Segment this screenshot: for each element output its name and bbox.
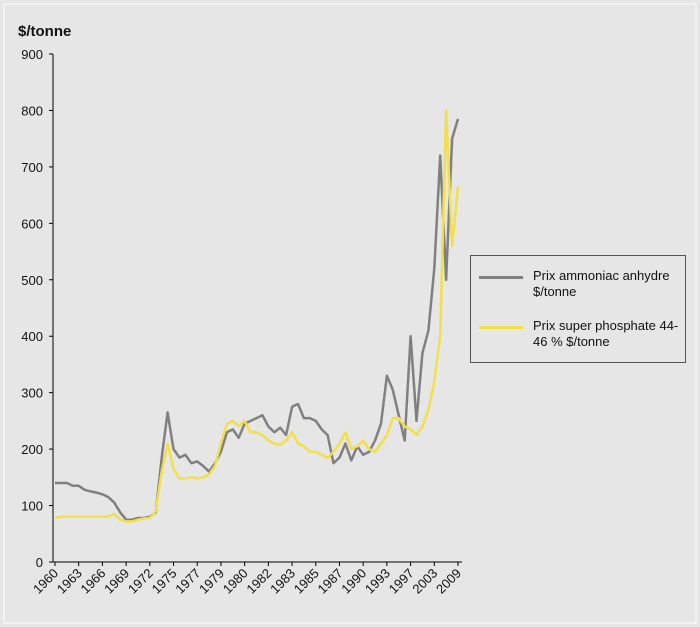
x-tick-label: 1960 — [30, 566, 61, 597]
y-tick-label: 400 — [21, 329, 43, 344]
x-tick-label: 2009 — [433, 566, 464, 597]
x-tick-label: 1993 — [362, 566, 393, 597]
legend-label: Prix ammoniac anhydre $/tonne — [533, 268, 670, 299]
y-tick-label: 300 — [21, 386, 43, 401]
legend-item: Prix ammoniac anhydre $/tonne — [479, 268, 679, 300]
x-tick-label: 1983 — [267, 566, 298, 597]
legend-swatch — [479, 276, 523, 279]
line-series — [54, 109, 460, 523]
x-tick-label: 1966 — [77, 566, 108, 597]
x-tick-label: 1963 — [54, 566, 85, 597]
y-axis-title: $/tonne — [18, 23, 71, 40]
y-tick-label: 0 — [36, 555, 43, 570]
y-tick-label: 700 — [21, 160, 43, 175]
x-tick-label: 1985 — [291, 566, 322, 597]
y-tick-label: 800 — [21, 103, 43, 118]
x-tick-label: 1972 — [125, 566, 156, 597]
line-series — [55, 118, 460, 521]
y-tick-label: 600 — [21, 216, 43, 231]
x-tick-label: 1975 — [149, 566, 180, 597]
x-tick-label: 1990 — [338, 566, 369, 597]
y-tick-label: 500 — [21, 273, 43, 288]
legend-swatch — [479, 326, 523, 329]
x-tick-label: 2003 — [409, 566, 440, 597]
x-tick-label: 1982 — [243, 566, 274, 597]
legend-label: Prix super phosphate 44-46 % $/tonne — [533, 318, 679, 349]
legend-item: Prix super phosphate 44-46 % $/tonne — [479, 318, 679, 350]
y-tick-label: 100 — [21, 499, 43, 514]
x-tick-label: 1987 — [315, 566, 346, 597]
x-tick-label: 1997 — [386, 566, 417, 597]
x-tick-label: 1977 — [172, 566, 203, 597]
x-tick-label: 1969 — [101, 566, 132, 597]
x-tick-label: 1980 — [220, 566, 251, 597]
y-tick-label: 900 — [21, 47, 43, 62]
x-tick-label: 1979 — [196, 566, 227, 597]
y-tick-label: 200 — [21, 442, 43, 457]
legend: Prix ammoniac anhydre $/tonne Prix super … — [470, 255, 686, 363]
frame — [3, 3, 697, 624]
